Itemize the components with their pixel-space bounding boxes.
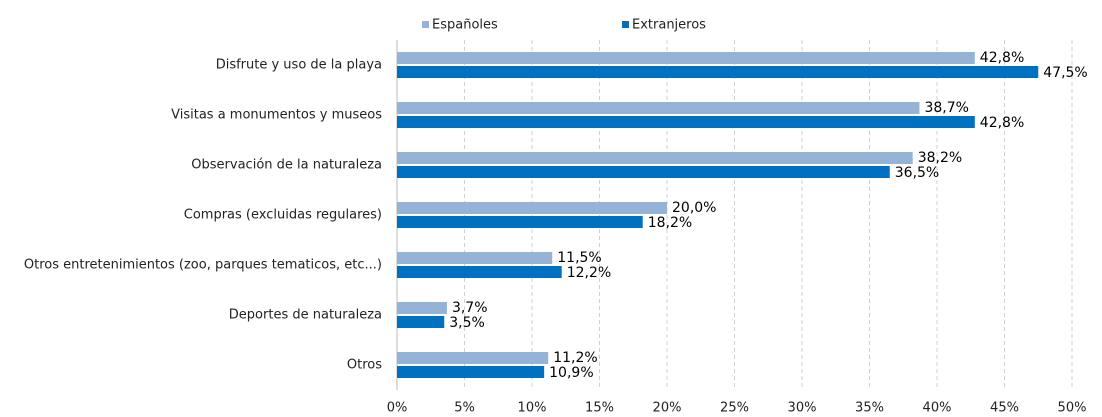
value-label: 11,2%	[553, 350, 597, 366]
bar	[397, 352, 549, 364]
bar	[397, 102, 920, 114]
y-tick-label: Deportes de naturaleza	[229, 308, 382, 323]
bar	[397, 366, 545, 378]
bar	[397, 266, 562, 278]
y-tick-label: Otros entretenimientos (zoo, parques tem…	[24, 258, 382, 273]
x-tick-label: 50%	[1058, 401, 1087, 416]
legend-swatch	[622, 21, 629, 28]
bar	[397, 252, 553, 264]
x-tick-label: 40%	[923, 401, 952, 416]
bar	[397, 216, 643, 228]
bar	[397, 52, 975, 64]
x-tick-label: 15%	[585, 401, 614, 416]
bar	[397, 166, 890, 178]
value-label: 10,9%	[549, 365, 593, 381]
value-label: 42,8%	[980, 115, 1024, 131]
x-tick-label: 30%	[788, 401, 817, 416]
legend-label: Españoles	[432, 18, 498, 33]
value-label: 20,0%	[672, 200, 716, 216]
bar	[397, 66, 1039, 78]
x-tick-label: 45%	[990, 401, 1019, 416]
legend-swatch	[422, 21, 429, 28]
x-tick-label: 0%	[387, 401, 408, 416]
x-tick-label: 35%	[855, 401, 884, 416]
x-tick-label: 20%	[653, 401, 682, 416]
legend-label: Extranjeros	[632, 18, 706, 33]
bar	[397, 152, 913, 164]
y-tick-label: Compras (excluidas regulares)	[184, 208, 382, 223]
value-label: 38,7%	[924, 100, 968, 116]
y-tick-label: Disfrute y uso de la playa	[216, 58, 382, 73]
y-tick-label: Visitas a monumentos y museos	[171, 108, 382, 123]
y-tick-label: Otros	[347, 358, 382, 373]
value-label: 3,5%	[449, 315, 485, 331]
bar	[397, 202, 667, 214]
bar	[397, 116, 975, 128]
x-tick-label: 25%	[720, 401, 749, 416]
value-label: 36,5%	[895, 165, 939, 181]
x-tick-label: 10%	[518, 401, 547, 416]
value-label: 38,2%	[918, 150, 962, 166]
value-label: 11,5%	[557, 250, 601, 266]
value-label: 42,8%	[980, 50, 1024, 66]
value-label: 3,7%	[452, 300, 488, 316]
value-label: 47,5%	[1043, 65, 1087, 81]
value-label: 18,2%	[648, 215, 692, 231]
bar	[397, 316, 445, 328]
y-tick-label: Observación de la naturaleza	[191, 158, 382, 173]
bar	[397, 302, 447, 314]
value-label: 12,2%	[567, 265, 611, 281]
x-tick-label: 5%	[454, 401, 475, 416]
